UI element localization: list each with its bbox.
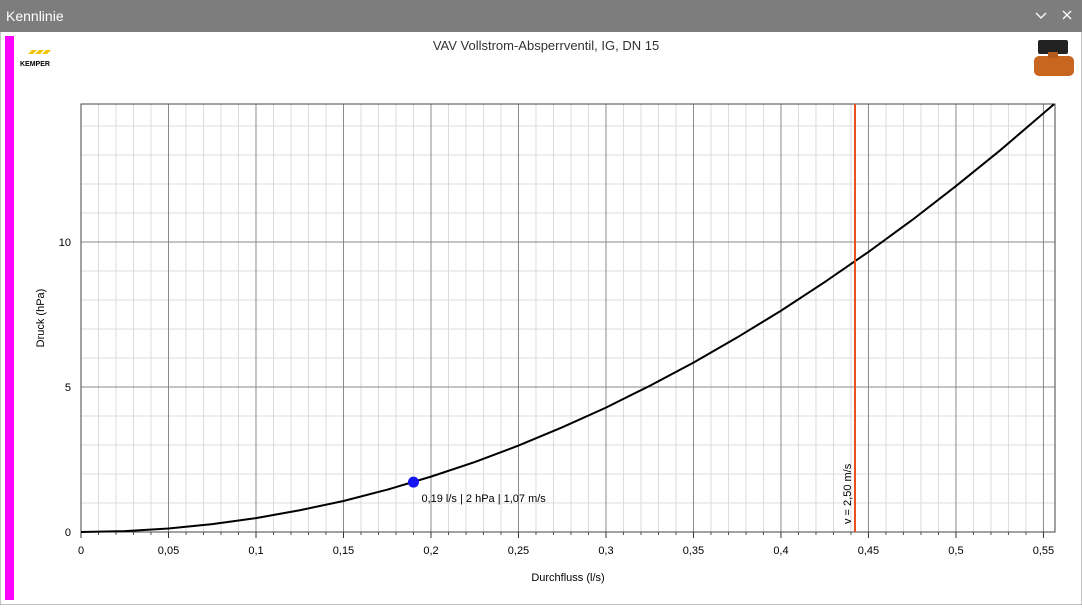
chart-title: VAV Vollstrom-Absperrventil, IG, DN 15 — [433, 38, 659, 53]
plot-area — [81, 104, 1055, 532]
y-tick-label: 5 — [65, 382, 71, 394]
logo-text: KEMPER — [20, 61, 50, 68]
y-tick-label: 10 — [59, 237, 71, 249]
side-bar — [5, 36, 14, 600]
x-tick-label: 0,05 — [158, 545, 179, 557]
x-tick-label: 0,35 — [683, 545, 704, 557]
x-axis-label: Durchfluss (l/s) — [531, 572, 604, 584]
x-tick-label: 0,4 — [773, 545, 788, 557]
y-tick-label: 0 — [65, 527, 71, 539]
x-tick-label: 0,1 — [248, 545, 263, 557]
x-tick-label: 0 — [78, 545, 84, 557]
velocity-label: v = 2,50 m/s — [842, 463, 854, 524]
x-tick-label: 0,5 — [948, 545, 963, 557]
collapse-button[interactable] — [1035, 12, 1047, 19]
logo: KEMPER — [20, 50, 51, 68]
y-axis-label: Druck (hPa) — [35, 289, 47, 348]
plot-border — [80, 103, 1056, 533]
x-tick-label: 0,45 — [858, 545, 879, 557]
logo-mark — [28, 50, 51, 54]
x-tick-label: 0,3 — [598, 545, 613, 557]
x-tick-label: 0,2 — [423, 545, 438, 557]
valve-handle — [1038, 40, 1068, 54]
curve — [80, 103, 1055, 533]
operating-point — [407, 476, 419, 488]
valve-body — [1034, 56, 1074, 76]
close-button[interactable] — [1062, 10, 1072, 20]
operating-point-label: 0,19 l/s | 2 hPa | 1,07 m/s — [421, 493, 546, 505]
x-tick-label: 0,55 — [1033, 545, 1054, 557]
window-title: Kennlinie — [6, 8, 64, 24]
product-icon — [1034, 40, 1074, 76]
x-tick-label: 0,15 — [333, 545, 354, 557]
valve-stem — [1048, 52, 1058, 58]
x-tick-label: 0,25 — [508, 545, 529, 557]
title-bar — [0, 0, 1082, 32]
